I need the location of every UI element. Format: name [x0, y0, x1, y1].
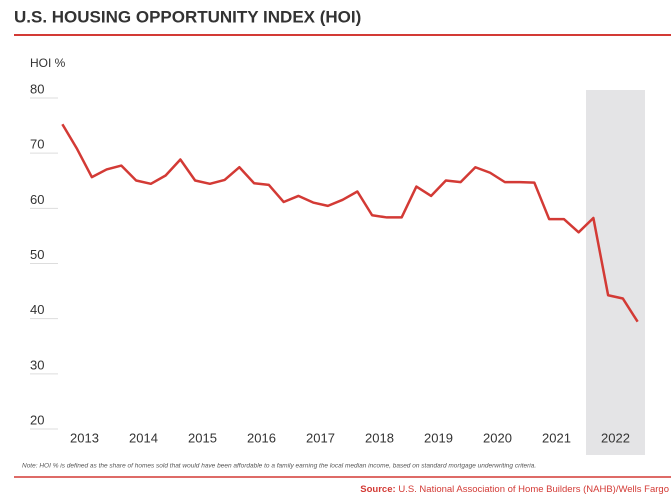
- x-tick-label: 2019: [424, 430, 453, 445]
- y-tick-label: 60: [30, 192, 44, 207]
- x-tick-label: 2016: [247, 430, 276, 445]
- y-tick-label: 40: [30, 302, 44, 317]
- y-tick-label: 70: [30, 137, 44, 152]
- x-tick-label: 2020: [483, 430, 512, 445]
- y-tick-label: 30: [30, 357, 44, 372]
- x-tick-label: 2014: [129, 430, 158, 445]
- highlight-band: [586, 90, 645, 455]
- chart-title: U.S. HOUSING OPPORTUNITY INDEX (HOI): [14, 7, 361, 26]
- y-tick-label: 20: [30, 412, 44, 427]
- source: Source: U.S. National Association of Hom…: [360, 484, 669, 495]
- y-tick-label: 80: [30, 81, 44, 96]
- x-tick-label: 2017: [306, 430, 335, 445]
- y-tick-label: 50: [30, 247, 44, 262]
- series-line: [61, 123, 639, 323]
- source-label: Source:: [360, 484, 395, 495]
- y-axis-label: HOI %: [30, 56, 66, 70]
- x-tick-label: 2013: [70, 430, 99, 445]
- x-tick-label: 2015: [188, 430, 217, 445]
- x-tick-label: 2018: [365, 430, 394, 445]
- x-tick-label: 2021: [542, 430, 571, 445]
- plot-area: 20 30 40 50 60 70 80 2013 2014 2015 2016 2017 2018 20…: [30, 81, 645, 455]
- x-tick-label: 2022: [601, 430, 630, 445]
- source-text: U.S. National Association of Home Builde…: [398, 484, 669, 495]
- note: Note: HOI % is defined as the share of h…: [22, 463, 536, 470]
